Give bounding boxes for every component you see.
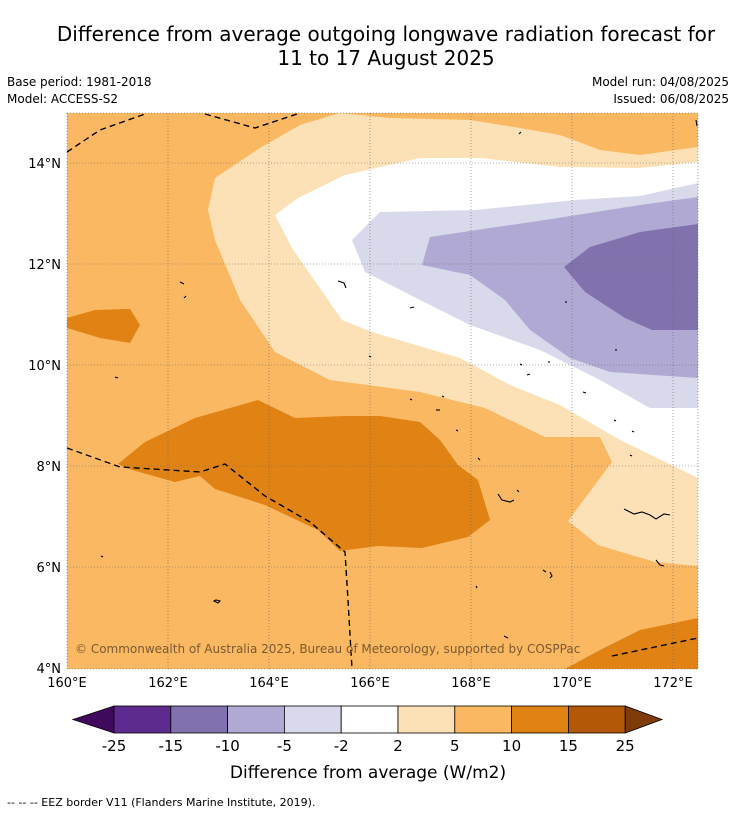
colorbar-cells	[71, 705, 664, 734]
model-run: Model run: 04/08/2025	[591, 75, 729, 89]
colorbar-cell	[113, 705, 172, 734]
colorbar-cell	[511, 705, 569, 734]
band-10-15-west	[67, 309, 140, 343]
colorbar-tick-label: 10	[502, 737, 521, 755]
lat-tick-label: 6°N	[37, 561, 62, 576]
colorbar-tick-label: 2	[393, 737, 403, 755]
colorbar-cell	[454, 705, 512, 734]
colorbar-tick-label: -10	[215, 737, 240, 755]
lat-gridlines	[67, 162, 698, 568]
lon-tick-label: 162°E	[148, 676, 188, 691]
band-10-15-central	[118, 400, 490, 551]
band-10-15-southeast	[565, 618, 698, 669]
map-frame	[66, 112, 699, 670]
eez-footnote: -- -- -- EEZ border V11 (Flanders Marine…	[7, 796, 316, 809]
lon-tick-label: 168°E	[451, 676, 491, 691]
lon-tick-label: 172°E	[653, 676, 693, 691]
island-coastlines	[100, 119, 698, 639]
lon-tick-label: 170°E	[552, 676, 592, 691]
copyright-text: © Commonwealth of Australia 2025, Bureau…	[75, 642, 580, 656]
lat-tick-label: 14°N	[28, 157, 61, 172]
olr-anomaly-map	[67, 113, 698, 669]
colorbar-cell	[568, 705, 626, 734]
base-period: Base period: 1981-2018	[7, 75, 152, 89]
colorbar-tick-label: 5	[450, 737, 460, 755]
lon-tick-label: 166°E	[350, 676, 390, 691]
colorbar-tick-label: -2	[334, 737, 349, 755]
colorbar-cell	[170, 705, 229, 734]
lat-tick-label: 10°N	[28, 359, 61, 374]
colorbar-tick-label: 25	[616, 737, 635, 755]
lat-tick-label: 8°N	[37, 460, 62, 475]
colorbar-tick-label: -15	[159, 737, 184, 755]
colorbar-tick-label: -25	[102, 737, 127, 755]
lon-tick-label: 164°E	[249, 676, 289, 691]
issued-date: Issued: 06/08/2025	[613, 92, 729, 106]
colorbar-tick-label: 15	[559, 737, 578, 755]
colorbar-extend-high	[624, 705, 664, 734]
colorbar-cell	[283, 705, 342, 734]
meta-left: Base period: 1981-2018 Model: ACCESS-S2	[7, 74, 152, 108]
lon-tick-label: 160°E	[47, 676, 87, 691]
lat-axis-labels: 14°N 12°N 10°N 8°N 6°N 4°N	[28, 157, 61, 677]
colorbar-tick-label: -5	[277, 737, 292, 755]
map-title: Difference from average outgoing longwav…	[56, 22, 716, 70]
colorbar: -25 -15 -10 -5 -2 2 5 10 15 25 Difference from av…	[71, 705, 664, 783]
colorbar-cell	[227, 705, 285, 734]
band-neg15-neg10	[564, 224, 698, 330]
lon-axis-labels: 160°E 162°E 164°E 166°E 168°E 170°E 172°…	[47, 676, 693, 691]
model-name: Model: ACCESS-S2	[7, 92, 119, 106]
colorbar-labels: -25 -15 -10 -5 -2 2 5 10 15 25	[102, 737, 635, 755]
lat-tick-label: 4°N	[37, 662, 62, 677]
colorbar-cell	[397, 705, 456, 734]
colorbar-title: Difference from average (W/m2)	[230, 763, 506, 783]
colorbar-cell	[340, 705, 399, 734]
colorbar-extend-low	[71, 705, 115, 734]
meta-right: Model run: 04/08/2025 Issued: 06/08/2025	[592, 74, 729, 108]
lat-tick-label: 12°N	[28, 258, 61, 273]
eez-border	[67, 113, 698, 669]
